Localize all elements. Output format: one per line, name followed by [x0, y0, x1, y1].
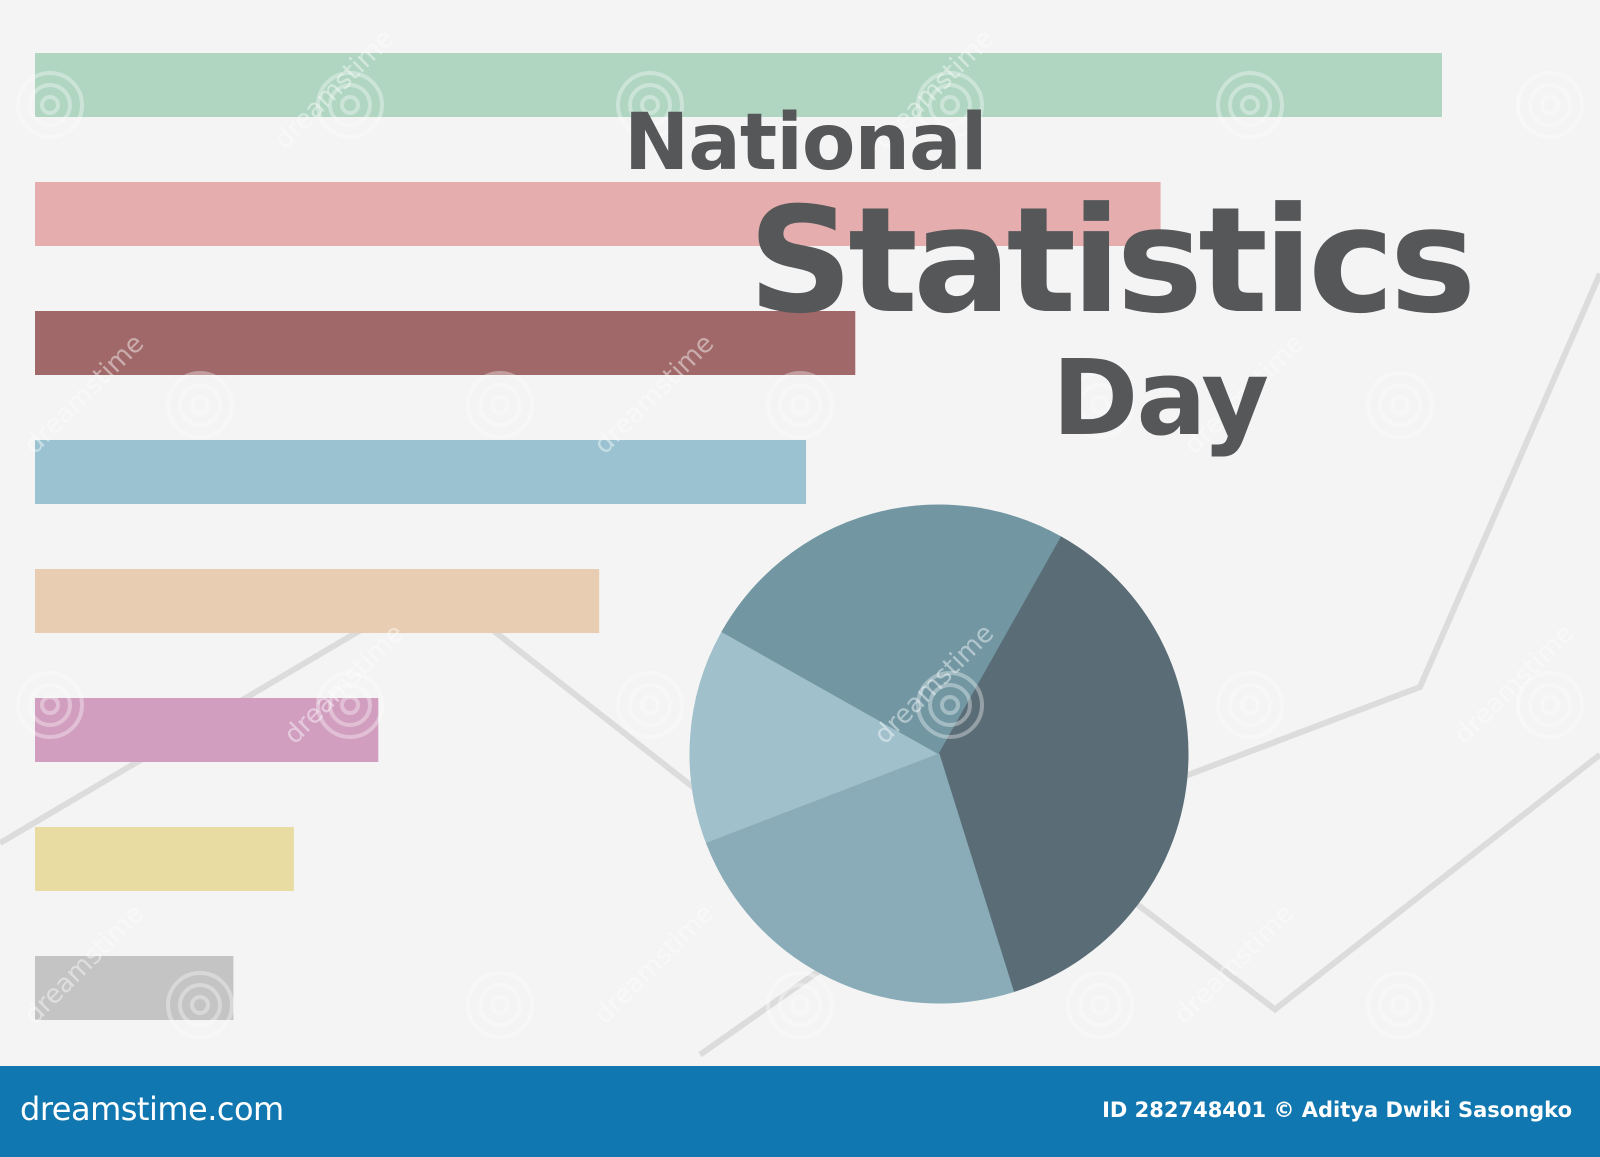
bar-8: [35, 956, 234, 1020]
watermark-swirl-icon: [1366, 971, 1434, 1039]
watermark-swirl-icon: [766, 971, 834, 1039]
watermark-text: dreamstime: [1449, 619, 1581, 751]
pie-chart: [689, 504, 1189, 1004]
watermark-swirl-icon: [916, 671, 984, 739]
bar-3: [35, 311, 856, 375]
bar-5: [35, 569, 600, 633]
bar-4: [35, 440, 807, 504]
pie-slice-2: [721, 504, 1062, 755]
watermark-swirl-icon: [16, 671, 84, 739]
watermark-swirl-icon: [466, 371, 534, 439]
footer-bar: dreamstime.com ID 282748401 © Aditya Dwi…: [0, 1066, 1600, 1157]
watermark-swirl-icon: [316, 671, 384, 739]
bar-chart: [35, 53, 1442, 1020]
watermark-swirl-icon: [166, 971, 234, 1039]
watermark-swirl-icon: [1516, 671, 1584, 739]
watermark-swirl-icon: [916, 71, 984, 139]
pie-slice-4: [705, 753, 1015, 1004]
watermark-swirl-icon: [616, 671, 684, 739]
image-credit: ID 282748401 © Aditya Dwiki Sasongko: [1102, 1098, 1572, 1122]
watermark-text: dreamstime: [589, 899, 721, 1031]
title-day: Day: [1052, 337, 1269, 459]
bar-1: [35, 53, 1442, 117]
watermark-swirl-icon: [16, 71, 84, 139]
watermark-swirl-icon: [166, 371, 234, 439]
watermark-swirl-icon: [466, 971, 534, 1039]
watermark-swirl-icon: [616, 71, 684, 139]
title-statistics: Statistics: [748, 176, 1476, 346]
pie-slice-1: [689, 631, 941, 844]
watermark-swirl-icon: [1216, 71, 1284, 139]
pie-slice-3: [938, 536, 1189, 993]
title-national: National: [624, 98, 987, 188]
bar-6: [35, 698, 379, 762]
watermark-swirl-icon: [1216, 671, 1284, 739]
illustration: dreamstime dreamstime dreamstime dreamstime…: [0, 53, 1600, 1058]
dreamstime-logo-link[interactable]: dreamstime.com: [20, 1090, 284, 1128]
watermark-swirl-icon: [766, 371, 834, 439]
watermark-swirl-icon: [1366, 371, 1434, 439]
watermark-swirl-icon: [1066, 371, 1134, 439]
watermark-swirl-icon: [316, 71, 384, 139]
watermark-swirl-icon: [1066, 971, 1134, 1039]
watermark-text: dreamstime: [1169, 899, 1301, 1031]
bar-2: [35, 182, 1161, 246]
watermark-swirl-icon: [1516, 71, 1584, 139]
bar-7: [35, 827, 294, 891]
